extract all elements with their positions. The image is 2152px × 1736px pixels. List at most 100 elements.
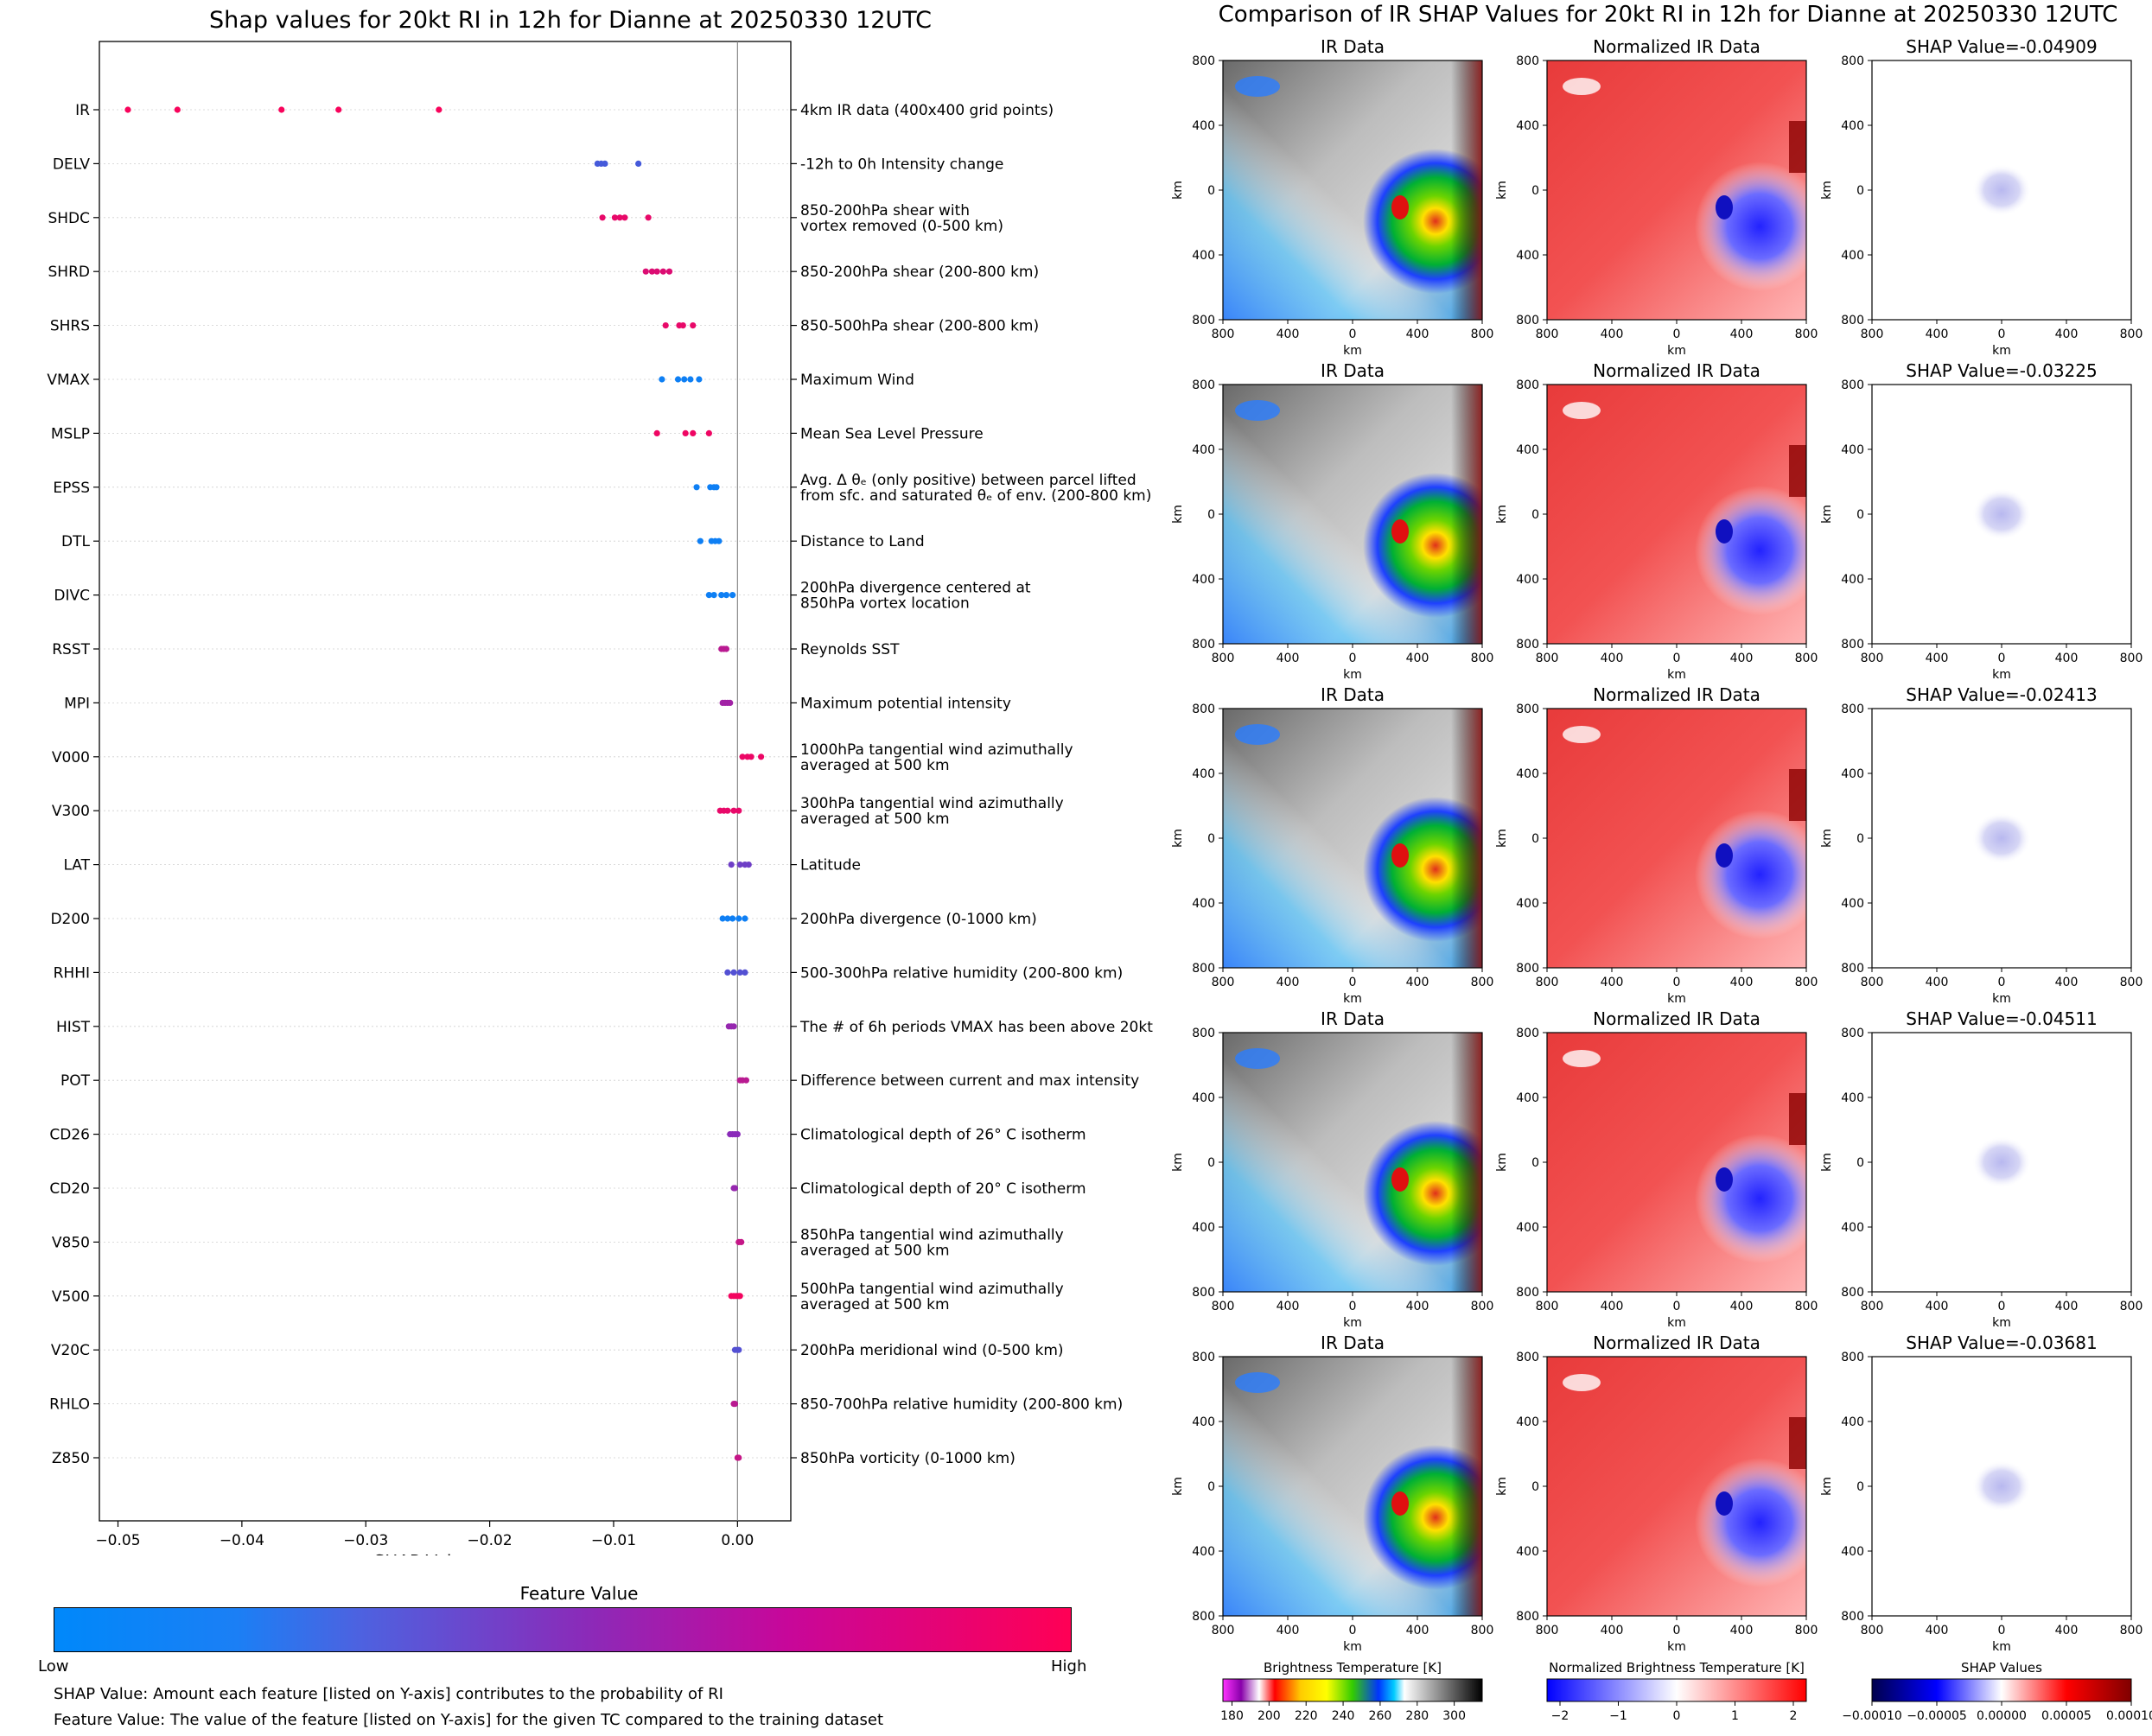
feature-label: V300 <box>52 803 90 820</box>
x-tick-label: 400 <box>1730 976 1754 989</box>
feature-description: averaged at 500 km <box>800 1296 950 1313</box>
norm-cloud-spot <box>1563 78 1601 95</box>
panel-title-ir: IR Data <box>1321 36 1385 57</box>
y-tick-label: 400 <box>1516 573 1539 587</box>
y-tick-label: 0 <box>1531 508 1539 522</box>
x-tick-label: 400 <box>1277 1624 1300 1637</box>
feature-description: 850-200hPa shear with <box>800 202 970 219</box>
feature-value-colorbar <box>54 1607 1072 1652</box>
norm-edge <box>1789 445 1806 497</box>
shap-image <box>1872 385 2131 644</box>
shap-point <box>736 969 743 976</box>
x-tick-label: 0 <box>1673 652 1681 665</box>
y-tick-label: 400 <box>1841 119 1864 133</box>
shap-point <box>742 1077 749 1084</box>
colorbar <box>1871 1678 2132 1702</box>
x-tick-label: 400 <box>2055 327 2079 341</box>
y-tick-label: 400 <box>1841 443 1864 457</box>
x-tick-label: 800 <box>1536 652 1559 665</box>
feature-description: Mean Sea Level Pressure <box>800 425 984 442</box>
feature-description: 4km IR data (400x400 grid points) <box>800 102 1054 119</box>
x-tick-label: 400 <box>1926 652 1949 665</box>
feature-label: RHHI <box>54 964 90 982</box>
x-axis-label: km <box>1667 1316 1686 1330</box>
ir-cloud-spot <box>1235 724 1280 745</box>
x-tick-label: 800 <box>1212 652 1235 665</box>
feature-description: 850-700hPa relative humidity (200-800 km… <box>800 1396 1123 1414</box>
feature-description: 850hPa vorticity (0-1000 km) <box>800 1450 1016 1467</box>
x-tick-label: 0 <box>1349 327 1357 341</box>
y-axis-label: km <box>1820 1153 1834 1172</box>
shap-blob <box>1972 164 2031 216</box>
x-tick-label: 800 <box>1212 1624 1235 1637</box>
feature-description: vortex removed (0-500 km) <box>800 218 1003 235</box>
y-tick-label: 0 <box>1207 184 1215 198</box>
x-tick-label: −0.01 <box>591 1532 636 1549</box>
norm-cloud-spot <box>1563 726 1601 743</box>
y-tick-label: 800 <box>1192 962 1215 976</box>
x-tick-label: 400 <box>1730 652 1754 665</box>
x-tick-label: 400 <box>2055 1300 2079 1313</box>
shap-point <box>621 214 628 221</box>
ir-cloud-spot <box>1235 1048 1280 1069</box>
normalized-image <box>1547 1033 1806 1292</box>
y-tick-label: 800 <box>1192 1610 1215 1624</box>
colorbar-label: Normalized Brightness Temperature [K] <box>1549 1660 1805 1676</box>
x-tick-label: 0 <box>1673 327 1681 341</box>
y-tick-label: 800 <box>1841 1286 1864 1300</box>
shap-point <box>335 106 342 113</box>
panel-title-ir: IR Data <box>1321 684 1385 705</box>
x-tick-label: 400 <box>2055 652 2079 665</box>
feature-label: MPI <box>64 695 90 712</box>
panel-title-normalized: Normalized IR Data <box>1593 684 1760 705</box>
shap-point <box>735 915 742 922</box>
shap-point <box>731 1185 739 1192</box>
x-tick-label: 0 <box>1998 976 2006 989</box>
y-tick-label: 400 <box>1841 1221 1864 1235</box>
y-tick-label: 400 <box>1516 1221 1539 1235</box>
feature-label: DTL <box>61 533 90 550</box>
x-tick-label: 400 <box>1730 327 1754 341</box>
y-tick-label: 800 <box>1841 378 1864 392</box>
y-tick-label: 400 <box>1516 1415 1539 1429</box>
shap-image <box>1872 709 2131 968</box>
x-axis-label: SHAP Value <box>374 1551 474 1555</box>
colorbar-tick-label: −0.00010 <box>1842 1709 1902 1723</box>
y-tick-label: 0 <box>1856 1156 1864 1170</box>
ir-hotspot <box>1391 1167 1409 1192</box>
shap-point <box>734 1131 741 1138</box>
feature-label: EPSS <box>53 480 90 497</box>
x-tick-label: 800 <box>1212 976 1235 989</box>
shap-point <box>710 592 717 599</box>
colorbar-tick-label: 280 <box>1405 1709 1429 1723</box>
shap-point <box>687 376 694 383</box>
ir-edge <box>1223 1033 1482 1292</box>
y-axis-label: km <box>1171 505 1185 524</box>
x-tick-label: 800 <box>1536 1300 1559 1313</box>
x-tick-label: 0 <box>1349 976 1357 989</box>
y-tick-label: 800 <box>1841 962 1864 976</box>
norm-convection <box>1547 1033 1806 1292</box>
colorbar-label: SHAP Values <box>1961 1660 2042 1676</box>
shap-point <box>723 592 730 599</box>
x-tick-label: 800 <box>2120 652 2143 665</box>
x-tick-label: 400 <box>1277 652 1300 665</box>
shap-point <box>718 592 725 599</box>
y-tick-label: 400 <box>1841 1415 1864 1429</box>
x-tick-label: 400 <box>1277 1300 1300 1313</box>
y-tick-label: 400 <box>1192 249 1215 263</box>
x-axis-label: km <box>1343 1640 1362 1654</box>
feature-label: VMAX <box>47 372 90 389</box>
y-tick-label: 400 <box>1192 119 1215 133</box>
x-tick-label: 400 <box>2055 976 2079 989</box>
x-axis-label: km <box>1667 1640 1686 1654</box>
shap-point <box>742 969 748 976</box>
shap-point <box>635 160 642 167</box>
y-tick-label: 800 <box>1192 638 1215 652</box>
norm-convection <box>1547 709 1806 968</box>
shap-point <box>599 214 606 221</box>
shap-point <box>723 645 730 652</box>
feature-label: SHDC <box>48 210 90 227</box>
x-tick-label: 800 <box>1536 976 1559 989</box>
x-tick-label: 0.00 <box>721 1532 754 1549</box>
